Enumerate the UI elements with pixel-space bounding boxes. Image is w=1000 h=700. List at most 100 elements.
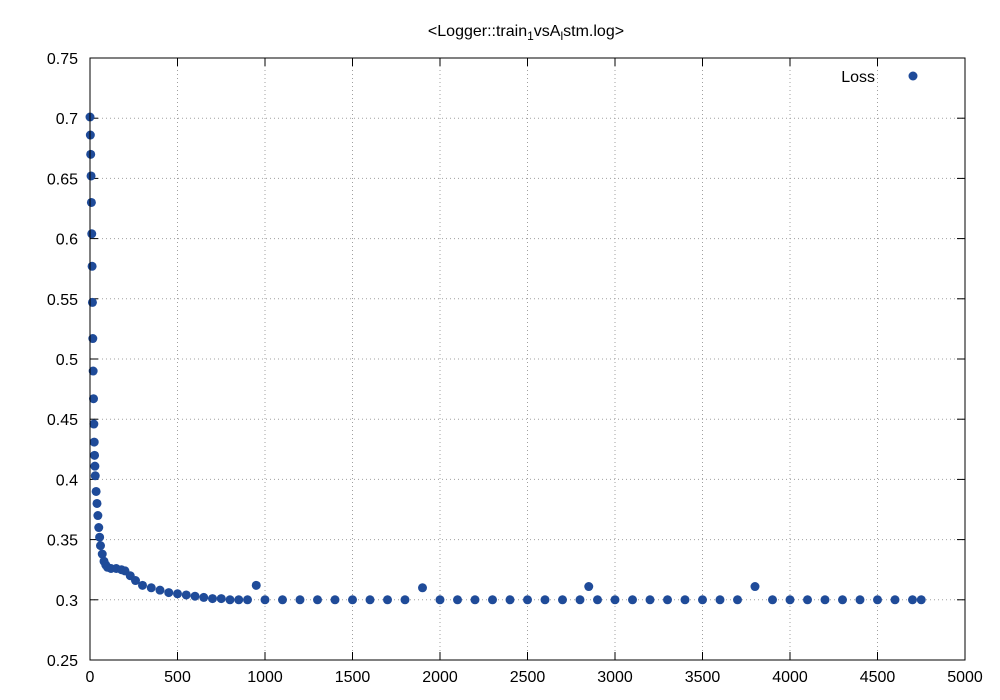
plot-area-frame xyxy=(89,57,966,661)
y-tick-label: 0.25 xyxy=(47,653,78,670)
data-point xyxy=(208,594,217,604)
y-tick-label: 0.7 xyxy=(56,111,78,128)
data-point xyxy=(890,595,900,605)
data-point xyxy=(199,592,209,602)
data-point xyxy=(330,595,340,605)
data-point xyxy=(365,595,375,605)
data-point xyxy=(916,595,926,605)
x-tick-label: 4500 xyxy=(860,669,896,686)
y-tick-label: 0.3 xyxy=(56,593,78,610)
data-point xyxy=(97,549,107,559)
data-point xyxy=(873,595,882,605)
data-point xyxy=(88,334,98,344)
data-point xyxy=(90,450,100,460)
data-point xyxy=(505,595,515,605)
x-tick-label: 2500 xyxy=(510,669,546,686)
loss-series xyxy=(85,112,926,605)
data-point xyxy=(86,197,96,207)
x-tick-label: 4000 xyxy=(772,669,808,686)
data-point xyxy=(155,585,165,595)
y-tick-label: 0.35 xyxy=(47,533,78,550)
data-point xyxy=(400,595,410,605)
data-point xyxy=(575,595,585,605)
data-point xyxy=(768,595,777,605)
data-point xyxy=(348,595,357,605)
grid xyxy=(90,58,965,660)
y-tick-label: 0.55 xyxy=(47,292,78,309)
data-point xyxy=(173,589,182,599)
data-point xyxy=(715,595,725,605)
data-point xyxy=(225,595,235,605)
data-point xyxy=(89,394,98,404)
data-point xyxy=(216,594,226,604)
data-point xyxy=(87,297,97,307)
x-tick-label: 5000 xyxy=(947,669,983,686)
data-point xyxy=(164,588,174,598)
data-point xyxy=(95,532,105,542)
data-point xyxy=(628,595,637,605)
data-point xyxy=(91,486,101,496)
data-point xyxy=(593,595,602,605)
data-point xyxy=(181,590,191,600)
data-point xyxy=(251,580,261,590)
data-point xyxy=(234,595,244,605)
y-tick-label: 0.6 xyxy=(56,232,78,249)
data-point xyxy=(645,595,655,605)
x-tick-label: 500 xyxy=(164,669,191,686)
data-point xyxy=(87,261,97,271)
data-point xyxy=(94,523,104,533)
y-tick-label: 0.65 xyxy=(47,171,78,188)
data-point xyxy=(295,595,305,605)
legend-label-loss: Loss xyxy=(841,69,875,86)
data-point xyxy=(90,461,100,471)
chart-title: <Logger::train1vsAlstm.log> xyxy=(428,23,624,43)
data-point xyxy=(86,171,96,181)
x-tick-label: 0 xyxy=(86,669,95,686)
data-point xyxy=(278,595,287,605)
y-tick-label: 0.75 xyxy=(47,51,78,68)
data-point xyxy=(92,498,102,508)
x-tick-label: 1500 xyxy=(335,669,371,686)
data-point xyxy=(540,595,550,605)
title-suffix: stm.log> xyxy=(563,23,624,40)
data-point xyxy=(88,366,98,376)
x-tick-label: 3500 xyxy=(685,669,721,686)
data-point xyxy=(138,580,147,590)
y-tick-label: 0.5 xyxy=(56,352,78,369)
x-tick-label: 2000 xyxy=(422,669,458,686)
data-point xyxy=(733,595,742,605)
data-point xyxy=(90,471,100,481)
data-point xyxy=(488,595,497,605)
data-point xyxy=(87,229,97,239)
title-prefix: <Logger::train xyxy=(428,23,527,40)
tick-labels: 0 500 1000 1500 2000 2500 3000 3500 4000 4500 5000… xyxy=(47,51,983,686)
legend: Loss xyxy=(841,69,918,86)
data-point xyxy=(190,591,200,601)
title-subscript-1: 1 xyxy=(527,29,534,43)
data-point xyxy=(698,595,707,605)
data-point xyxy=(820,595,830,605)
data-point xyxy=(243,595,252,605)
data-point xyxy=(146,583,156,593)
data-point xyxy=(803,595,812,605)
data-point xyxy=(89,437,99,447)
data-point xyxy=(260,595,270,605)
y-tick-label: 0.45 xyxy=(47,412,78,429)
data-point xyxy=(908,595,917,605)
data-point xyxy=(418,583,427,593)
data-point xyxy=(383,595,392,605)
data-point xyxy=(93,511,103,521)
x-tick-label: 1000 xyxy=(247,669,283,686)
data-point xyxy=(89,419,99,429)
title-middle: vsA xyxy=(534,23,561,40)
data-point xyxy=(523,595,532,605)
data-point xyxy=(610,595,620,605)
data-point xyxy=(584,582,594,592)
data-point xyxy=(680,595,690,605)
data-point xyxy=(96,541,105,551)
x-tick-label: 3000 xyxy=(597,669,633,686)
y-tick-label: 0.4 xyxy=(56,472,78,489)
data-point xyxy=(86,149,96,159)
data-point xyxy=(470,595,480,605)
data-point xyxy=(131,576,140,586)
